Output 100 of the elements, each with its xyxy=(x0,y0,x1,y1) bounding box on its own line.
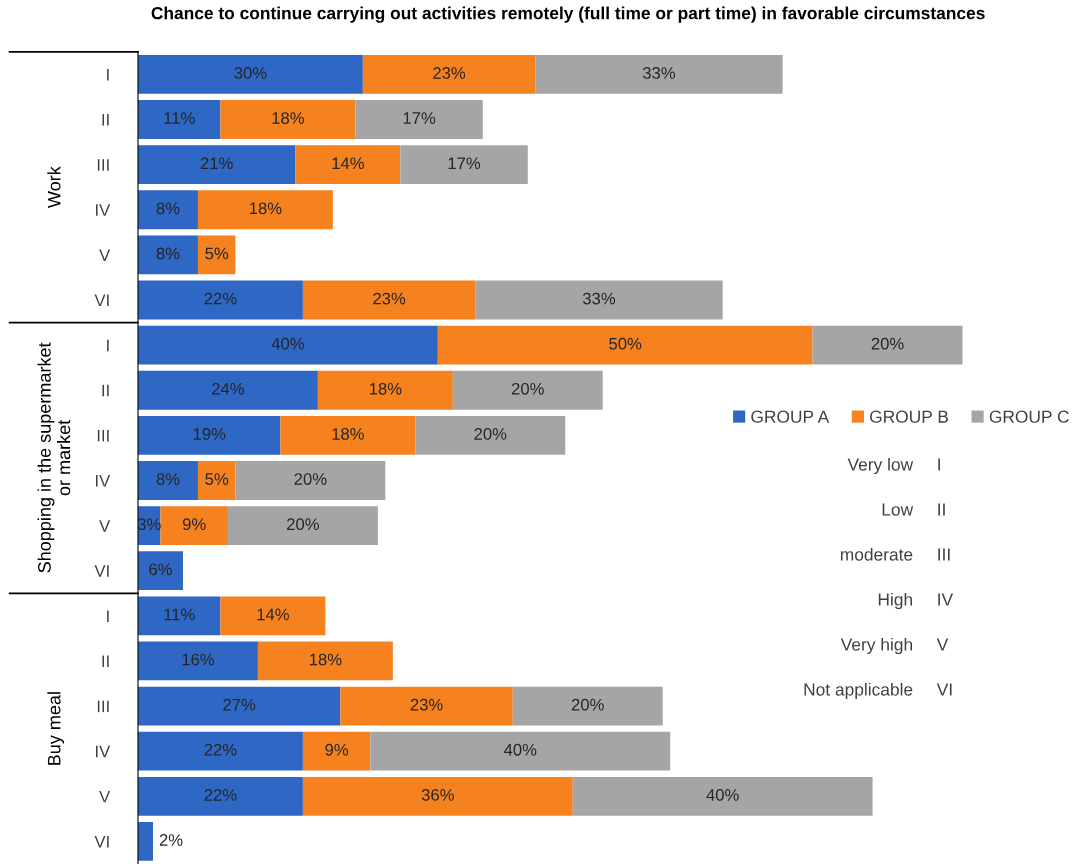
bar xyxy=(137,190,198,230)
data-label: 8% xyxy=(156,202,180,215)
y-tick-label: III xyxy=(97,159,109,171)
data-label: 5% xyxy=(205,473,229,485)
annotation: II xyxy=(938,503,945,516)
y-tick-label: I xyxy=(107,68,109,81)
bar xyxy=(137,731,303,771)
chart-title: Chance to continue carrying out activities remotely (full time or part time) in favorable circumstances xyxy=(151,6,985,23)
bar xyxy=(227,506,378,545)
data-label: 5% xyxy=(205,247,229,260)
bar xyxy=(220,100,356,139)
text: Shopping in the supermarket or market xyxy=(37,342,71,573)
data-label: 20% xyxy=(571,698,604,711)
bar xyxy=(535,55,783,94)
y-tick-label: III xyxy=(97,429,109,442)
bar xyxy=(280,415,416,455)
data-label: 22% xyxy=(204,292,237,305)
data-label: 20% xyxy=(294,473,327,485)
data-label: 11% xyxy=(164,608,195,621)
bar xyxy=(137,235,198,275)
annotation: I xyxy=(938,458,940,471)
data-label: 21% xyxy=(200,157,233,170)
data-label: 40% xyxy=(503,743,537,756)
data-label: 33% xyxy=(582,292,616,305)
bar xyxy=(137,596,221,636)
data-label: 16% xyxy=(182,653,215,666)
data-label: 50% xyxy=(609,337,642,350)
bar xyxy=(340,686,513,726)
bar xyxy=(452,370,603,410)
bar xyxy=(317,370,453,410)
annotation: IV xyxy=(938,593,954,606)
bar xyxy=(302,731,371,771)
data-label: 2% xyxy=(159,834,183,846)
bar xyxy=(295,145,401,185)
data-label: 22% xyxy=(204,743,237,756)
data-label: 27% xyxy=(223,698,256,711)
y-tick-label: IV xyxy=(96,475,111,487)
y-tick-label: V xyxy=(99,249,111,261)
data-label: 40% xyxy=(706,788,739,801)
data-label: 20% xyxy=(871,337,904,350)
annotation: High xyxy=(878,592,912,610)
bar xyxy=(355,100,483,139)
bar xyxy=(302,776,573,816)
y-tick-label: IV xyxy=(96,204,111,216)
data-label: 36% xyxy=(421,788,454,801)
y-tick-label: VI xyxy=(94,294,109,307)
data-label: 30% xyxy=(234,67,267,79)
data-label: 8% xyxy=(156,473,180,485)
data-label: 18% xyxy=(272,112,304,124)
y-tick-label: II xyxy=(102,655,109,667)
data-label: 24% xyxy=(212,382,245,395)
y-tick-label: III xyxy=(97,700,109,713)
y-tick-label: VI xyxy=(94,836,109,848)
data-label: 20% xyxy=(511,382,544,395)
annotation: Very high xyxy=(840,637,912,655)
data-label: 40% xyxy=(271,337,304,350)
data-label: 9% xyxy=(182,518,206,531)
bar xyxy=(415,415,566,455)
bar xyxy=(137,551,183,591)
bar xyxy=(572,776,873,816)
y-tick-label: I xyxy=(107,610,109,622)
data-label: 18% xyxy=(250,202,282,215)
bar xyxy=(137,686,341,726)
bar xyxy=(235,461,386,500)
bar xyxy=(160,506,228,545)
bar xyxy=(137,145,296,185)
bar xyxy=(812,325,963,365)
bar xyxy=(512,686,663,726)
legend-label: GROUP C xyxy=(989,410,1069,423)
legend-label: GROUP A xyxy=(751,410,830,423)
data-label: 22% xyxy=(204,788,237,801)
bar xyxy=(137,415,281,455)
bar xyxy=(220,596,326,636)
bar xyxy=(362,55,536,94)
data-label: 18% xyxy=(332,428,364,440)
bar xyxy=(197,461,236,500)
data-label: 18% xyxy=(309,653,342,666)
legend-label: GROUP B xyxy=(870,410,949,423)
data-label: 18% xyxy=(369,382,402,395)
annotation: Not applicable xyxy=(804,682,913,700)
data-label: 23% xyxy=(410,698,443,711)
y-tick-label: II xyxy=(102,384,109,397)
bar xyxy=(197,190,333,230)
bar xyxy=(137,100,221,139)
bar xyxy=(475,280,723,320)
bar xyxy=(370,731,671,771)
data-label: 17% xyxy=(403,112,436,124)
annotation: Very low xyxy=(847,457,914,475)
y-tick-label: I xyxy=(107,339,109,352)
bar xyxy=(137,822,153,861)
data-label: 17% xyxy=(448,157,481,170)
y-tick-label: II xyxy=(102,114,109,126)
y-tick-label: V xyxy=(99,790,111,803)
data-label: 11% xyxy=(164,112,195,124)
y-tick-label: V xyxy=(99,520,111,532)
text: Work xyxy=(47,166,61,209)
bar xyxy=(137,325,438,365)
annotation: III xyxy=(938,548,950,561)
data-label: 9% xyxy=(325,743,349,756)
bar xyxy=(137,55,363,94)
